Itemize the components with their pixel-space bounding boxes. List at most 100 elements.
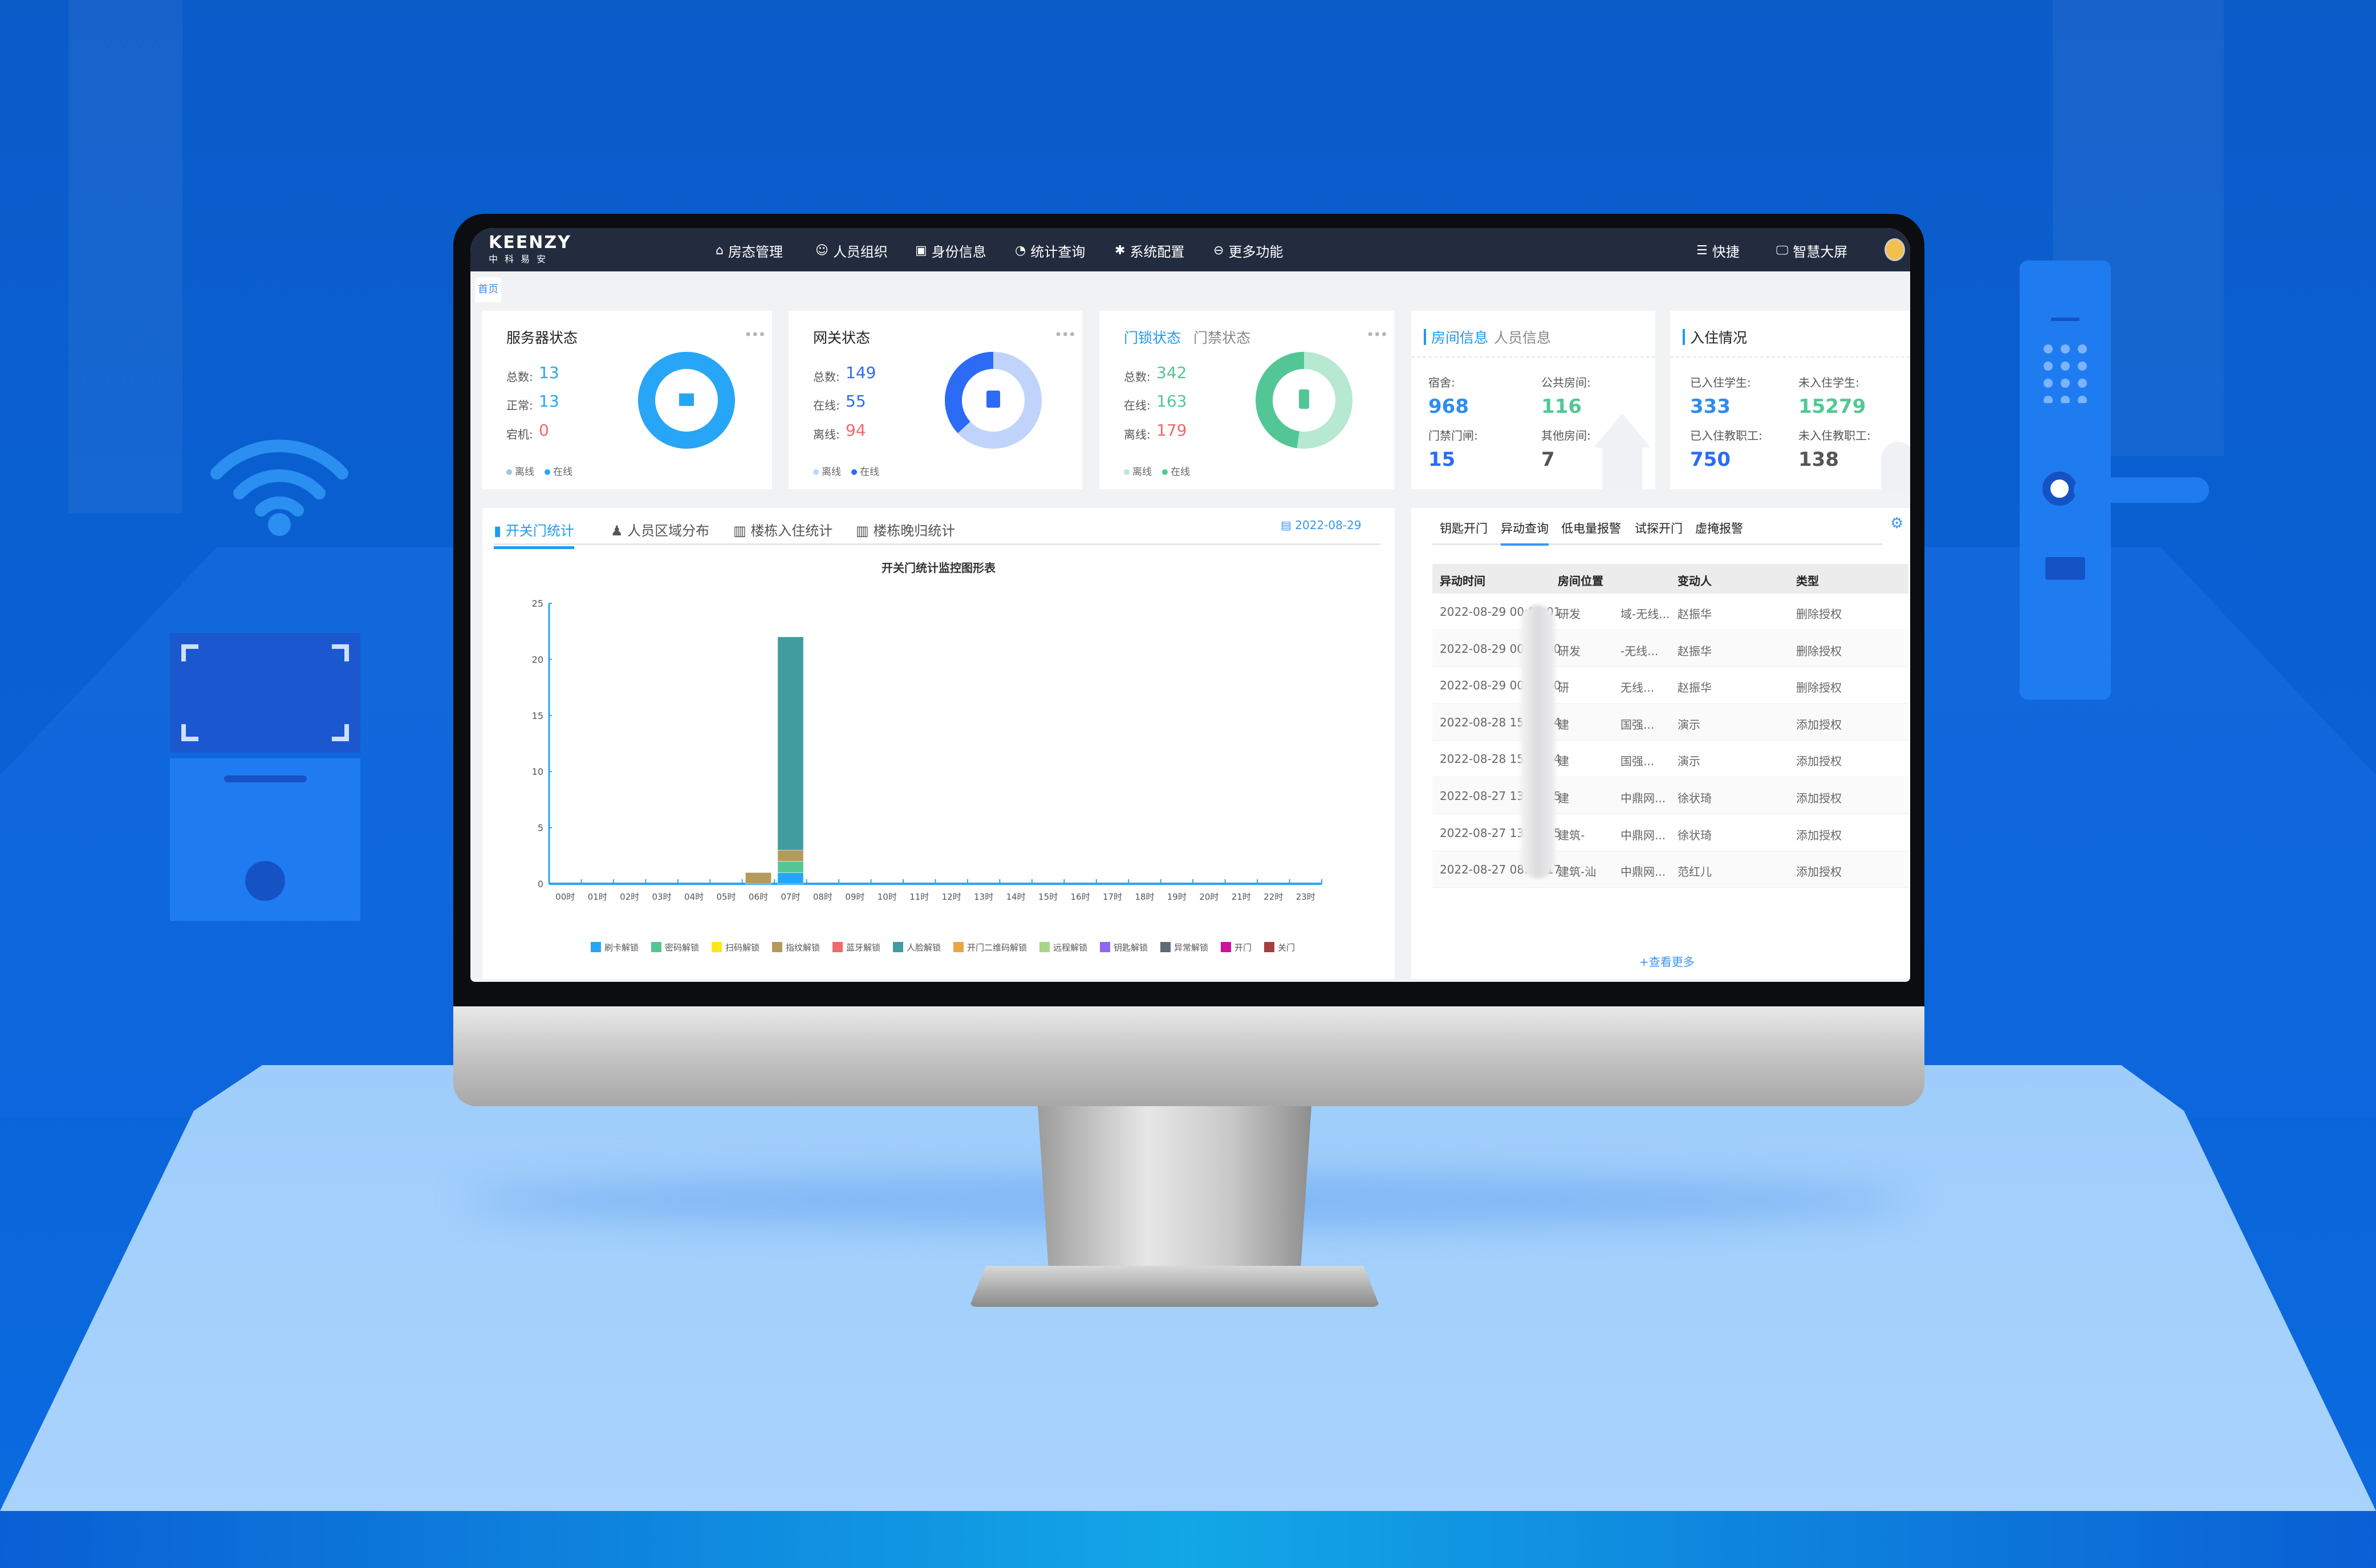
tab-low-battery[interactable]: 低电量报警: [1561, 522, 1621, 535]
top-nav: KEENZY 中科易安 ⌂ 房态管理 ☺ 人员组织 ▣ 身份信息 ◔ 统计查询 ✱ 系统配…: [470, 228, 1910, 271]
dashboard-screen: KEENZY 中科易安 ⌂ 房态管理 ☺ 人员组织 ▣ 身份信息 ◔ 统计查询 ✱ 系统配…: [470, 228, 1910, 982]
legend-swatch: [1264, 942, 1274, 952]
logo[interactable]: KEENZY 中科易安: [489, 233, 571, 265]
donut-online-segment: [638, 352, 735, 449]
change-type: 删除授权: [1796, 681, 1842, 695]
legend-offline[interactable]: 离线: [1124, 464, 1152, 478]
x-tick-label: 04时: [684, 892, 704, 902]
nav-item-statistics[interactable]: ◔ 统计查询: [1015, 243, 1086, 260]
checkin-card: 入住情况 已入住学生: 333 未入住学生: 15279 已入住教职工: 750…: [1670, 311, 1910, 493]
tab-people-distribution[interactable]: ♟ 人员区域分布: [611, 523, 710, 539]
room-location-end: 国强...: [1620, 717, 1655, 732]
legend-label: 关门: [1278, 943, 1295, 953]
table-row[interactable]: 2022-08-27 13:47:15 建 中鼎网... 徐状琦 添加授权: [1432, 778, 1908, 814]
tab-building-checkin[interactable]: ▥ 楼栋入住统计: [733, 523, 833, 539]
room-info-card: 房间信息 人员信息 宿舍: 968 公共房间: 116 门禁门闸: 15 其他房…: [1411, 311, 1655, 489]
room-location-start: 建筑-汕: [1558, 865, 1597, 879]
tab-key-open[interactable]: 钥匙开门: [1440, 522, 1488, 535]
server-status-card: 服务器状态 ••• 总数: 13 正常: 13 宕机: 0 离线 在线: [482, 311, 772, 489]
tab-probe-open[interactable]: 试探开门: [1635, 522, 1683, 535]
tab-lock-status[interactable]: 门锁状态: [1124, 330, 1181, 346]
legend-swatch: [953, 942, 964, 952]
legend-label: 蓝牙解锁: [846, 943, 880, 953]
change-type: 删除授权: [1796, 607, 1842, 621]
legend-swatch: [1221, 942, 1231, 952]
nav-item-identity[interactable]: ▣ 身份信息: [915, 243, 986, 260]
nav-item-system-config[interactable]: ✱ 系统配置: [1115, 243, 1185, 260]
door-stats-chart: 开关门统计监控图形表 0 5 10 15 20 25 00时 01时 02时 03时 04时 05时 06…: [532, 561, 1322, 953]
settings-gear-icon[interactable]: ⚙: [1890, 515, 1904, 532]
room-location-start: 研发: [1558, 644, 1581, 658]
x-tick-label: 23时: [1296, 892, 1315, 902]
legend-swatch: [772, 942, 782, 952]
smart-lock-illustration: [2020, 261, 2209, 700]
table-row[interactable]: 2022-08-29 00:00:00 研 无线... 赵振华 删除授权: [1432, 667, 1908, 704]
change-type: 删除授权: [1796, 644, 1842, 658]
wifi-icon: [210, 440, 348, 536]
door-icon: ▮: [494, 523, 506, 539]
avatar[interactable]: [1884, 238, 1905, 261]
table-row[interactable]: 2022-08-29 00:00:01 研发 域-无线... 赵振华 删除授权: [1432, 594, 1908, 630]
gear-icon: ✱: [1115, 243, 1126, 258]
door-lock-status-card: 门锁状态 门禁状态 ••• 总数: 342 在线: 163 离线: 179 离线…: [1099, 311, 1394, 489]
x-tick-label: 01时: [588, 892, 607, 902]
table-row[interactable]: 2022-08-28 15:55:34 建 国强... 演示 添加授权: [1432, 704, 1908, 741]
table-row[interactable]: 2022-08-28 15:55:34 建 国强... 演示 添加授权: [1432, 741, 1908, 778]
table-row[interactable]: 2022-08-29 00:00:00 研发 -无线... 赵振华 删除授权: [1432, 630, 1908, 667]
tab-home[interactable]: 首页: [475, 277, 501, 302]
more-options-icon[interactable]: •••: [1054, 327, 1076, 343]
view-more-link[interactable]: +查看更多: [1639, 955, 1695, 969]
more-options-icon[interactable]: •••: [744, 327, 766, 343]
legend-offline[interactable]: 离线: [506, 464, 534, 478]
change-type: 添加授权: [1796, 754, 1842, 769]
bar-segment: [777, 861, 804, 873]
legend-online[interactable]: 在线: [851, 464, 879, 478]
table-row[interactable]: 2022-08-27 13:47:15 建筑- 中鼎网... 徐状琦 添加授权: [1432, 815, 1908, 851]
more-options-icon[interactable]: •••: [1366, 327, 1388, 343]
id-card-icon: ▣: [915, 243, 927, 258]
room-location-start: 建: [1558, 717, 1569, 732]
building-icon: ▥: [733, 523, 751, 539]
room-location-start: 建筑-: [1558, 828, 1585, 842]
legend-swatch: [893, 942, 903, 952]
desk-edge: [0, 1511, 2376, 1568]
tab-building-late-return[interactable]: ▥ 楼栋晚归统计: [856, 523, 956, 539]
legend-label: 异常解锁: [1174, 943, 1208, 953]
x-tick-label: 05时: [716, 892, 736, 902]
date-picker[interactable]: ▤ 2022-08-29: [1281, 518, 1362, 532]
room-location-end: 无线...: [1620, 681, 1655, 695]
big-screen-button[interactable]: 🖵 智慧大屏: [1776, 243, 1848, 260]
legend-online[interactable]: 在线: [545, 464, 572, 478]
x-tick-label: 03时: [652, 892, 672, 902]
tab-change-query[interactable]: 异动查询: [1501, 519, 1549, 546]
person-icon: [1881, 442, 1910, 493]
tab-door-stats[interactable]: ▮ 开关门统计: [494, 519, 574, 549]
tab-people-info[interactable]: 人员信息: [1494, 330, 1551, 346]
monitor-base: [969, 1266, 1380, 1307]
tab-room-info[interactable]: 房间信息: [1431, 330, 1489, 346]
nav-item-more[interactable]: ⊖ 更多功能: [1213, 243, 1284, 260]
bar-segment: [777, 850, 804, 862]
x-tick-label: 14时: [1006, 892, 1026, 902]
x-tick-label: 21时: [1232, 892, 1251, 902]
tab-ajar-alarm[interactable]: 虚掩报警: [1695, 522, 1743, 535]
room-location-end: 中鼎网...: [1620, 791, 1666, 805]
nav-item-people[interactable]: ☺ 人员组织: [815, 243, 888, 260]
x-tick-label: 12时: [942, 892, 961, 902]
x-tick-label: 10时: [878, 892, 897, 902]
legend-online[interactable]: 在线: [1162, 464, 1190, 478]
donut-online-segment: [1256, 352, 1353, 449]
legend-swatch: [591, 942, 601, 952]
x-tick-label: 18时: [1135, 892, 1154, 902]
legend-swatch: [651, 942, 661, 952]
x-tick-label: 19时: [1167, 892, 1187, 902]
nav-item-room-status[interactable]: ⌂ 房态管理: [716, 243, 783, 260]
legend-offline[interactable]: 离线: [813, 464, 841, 478]
router-icon: [986, 391, 1000, 408]
table-row[interactable]: 2022-08-27 08:05:17 建筑-汕 中鼎网... 范红儿 添加授权: [1432, 851, 1908, 888]
shortcut-button[interactable]: ☰ 快捷: [1696, 243, 1740, 260]
bar-segment: [777, 636, 804, 851]
server-donut-chart: [638, 352, 735, 449]
y-tick-label: 25: [532, 598, 543, 609]
tab-access-status[interactable]: 门禁状态: [1193, 330, 1251, 346]
